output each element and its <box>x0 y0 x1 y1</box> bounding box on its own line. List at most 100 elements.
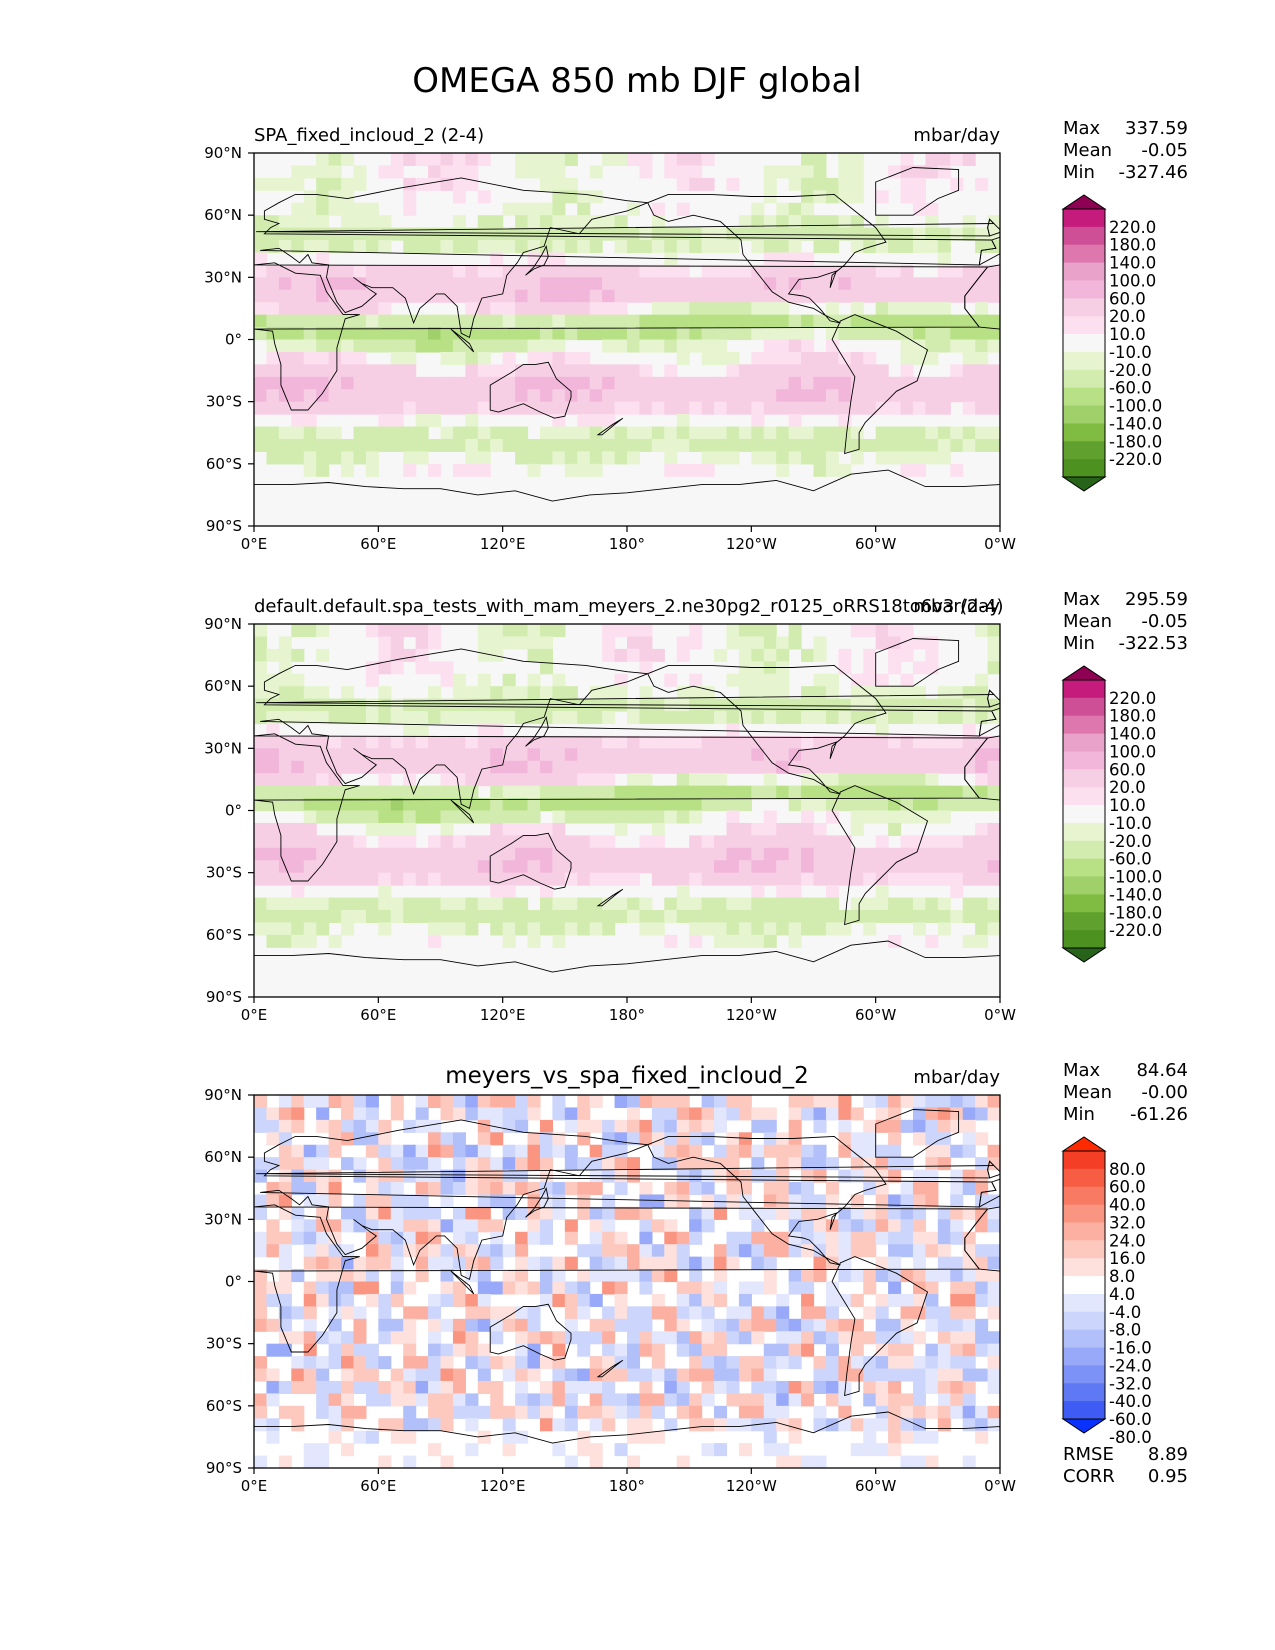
y-tick-label: 90°N <box>204 615 242 633</box>
field-cell <box>825 1293 839 1307</box>
field-cell <box>452 401 466 415</box>
colorbar-label: 100.0 <box>1109 271 1156 290</box>
field-cell <box>925 1132 939 1146</box>
field-cell <box>788 289 802 303</box>
field-cell <box>303 277 317 291</box>
field-cell <box>465 1418 479 1432</box>
field-cell <box>428 748 442 762</box>
field-cell <box>539 897 553 911</box>
field-cell <box>937 1119 951 1133</box>
field-cell <box>987 922 1000 936</box>
field-cell <box>428 1157 442 1171</box>
field-cell <box>452 1219 466 1233</box>
field-cell <box>676 1405 690 1419</box>
field-cell <box>515 1256 529 1270</box>
field-cell <box>888 847 902 861</box>
field-cell <box>328 289 342 303</box>
colorbar-swatch <box>1063 369 1105 389</box>
field-cell <box>664 1418 678 1432</box>
field-cell <box>689 1343 703 1357</box>
field-cell <box>539 351 553 365</box>
field-cell <box>266 897 280 911</box>
field-cell <box>627 1356 641 1370</box>
field-cell <box>428 339 442 353</box>
field-cell <box>925 748 939 762</box>
colorbar-swatch <box>1063 405 1105 424</box>
field-cell <box>465 922 479 936</box>
field-cell <box>415 153 429 167</box>
field-cell <box>925 1095 939 1109</box>
field-cell <box>639 922 653 936</box>
field-cell <box>564 1306 578 1320</box>
field-cell <box>763 897 777 911</box>
field-cell <box>950 1144 964 1158</box>
field-cell <box>714 1380 728 1394</box>
field-cell <box>403 1206 417 1220</box>
field-cell <box>763 1182 777 1196</box>
field-cell <box>365 1219 379 1233</box>
field-cell <box>564 1256 578 1270</box>
field-cell <box>353 351 367 365</box>
field-cell <box>987 364 1000 378</box>
field-cell <box>328 1281 342 1295</box>
field-cell <box>776 1293 790 1307</box>
field-cell <box>254 1281 268 1295</box>
field-cell <box>950 760 964 774</box>
colorbar-label: -24.0 <box>1109 1356 1152 1375</box>
field-cell <box>266 1343 280 1357</box>
field-cell <box>291 885 305 899</box>
field-cell <box>428 1293 442 1307</box>
field-cell <box>701 872 715 886</box>
field-cell <box>689 240 703 254</box>
field-cell <box>353 735 367 749</box>
panel-units: mbar/day <box>913 1067 1000 1088</box>
field-cell <box>925 277 939 291</box>
field-cell <box>254 760 268 774</box>
field-cell <box>564 190 578 204</box>
field-cell <box>390 438 404 452</box>
field-cell <box>465 735 479 749</box>
field-cell <box>689 686 703 700</box>
field-cell <box>664 1182 678 1196</box>
field-cell <box>303 389 317 403</box>
field-cell <box>975 1132 989 1146</box>
field-cell <box>937 227 951 241</box>
panel-title: SPA_fixed_incloud_2 (2-4) <box>254 125 484 146</box>
coastline <box>964 264 1000 330</box>
field-cell <box>452 1231 466 1245</box>
field-cell <box>390 376 404 390</box>
field-cell <box>303 314 317 328</box>
field-cell <box>502 822 516 836</box>
field-cell <box>328 1119 342 1133</box>
field-cell <box>452 351 466 365</box>
field-cell <box>428 1393 442 1407</box>
field-cell <box>788 1430 802 1444</box>
field-cell <box>278 909 292 923</box>
field-cell <box>714 1144 728 1158</box>
field-cell <box>962 1343 976 1357</box>
field-cell <box>577 438 591 452</box>
field-cell <box>452 847 466 861</box>
field-cell <box>564 1119 578 1133</box>
field-cell <box>403 785 417 799</box>
field-cell <box>602 327 616 341</box>
field-cell <box>825 1107 839 1121</box>
field-cell <box>900 401 914 415</box>
field-cell <box>639 289 653 303</box>
field-cell <box>440 835 454 849</box>
field-cell <box>912 1393 926 1407</box>
field-cell <box>975 922 989 936</box>
field-cell <box>403 1380 417 1394</box>
field-cell <box>912 302 926 316</box>
field-cell <box>875 1343 889 1357</box>
field-cell <box>627 277 641 291</box>
field-cell <box>291 389 305 403</box>
field-cell <box>738 1107 752 1121</box>
field-cell <box>925 1380 939 1394</box>
field-cell <box>440 810 454 824</box>
field-cell <box>353 202 367 216</box>
field-cell <box>937 810 951 824</box>
field-cell <box>341 872 355 886</box>
field-cell <box>539 202 553 216</box>
colorbar-extend-top <box>1061 665 1107 681</box>
